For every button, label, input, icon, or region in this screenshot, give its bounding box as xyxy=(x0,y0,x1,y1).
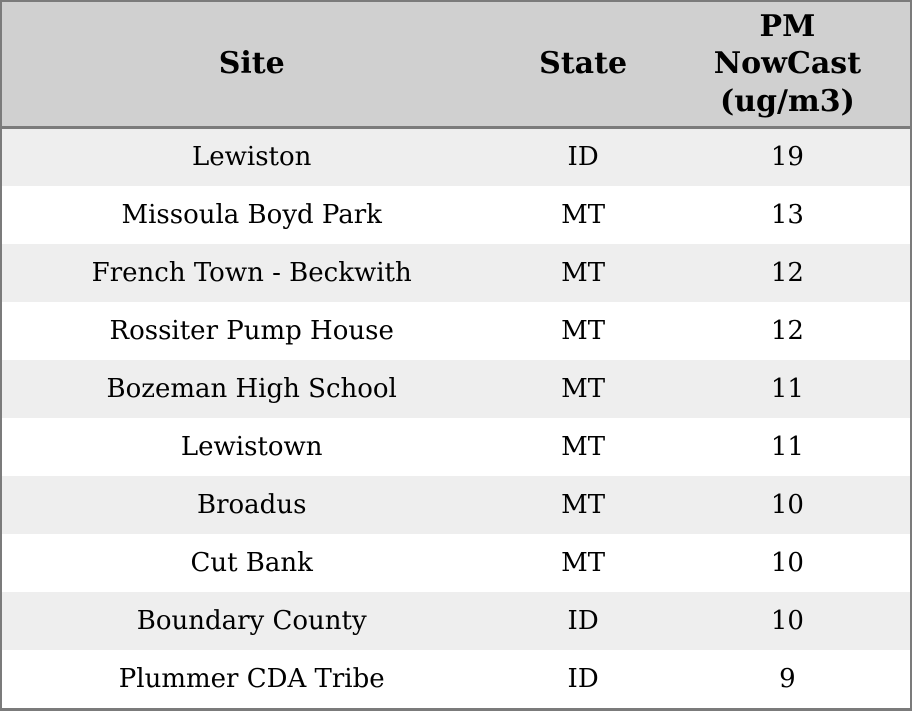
cell-state: MT xyxy=(561,373,606,404)
cell-site: Plummer CDA Tribe xyxy=(118,663,385,694)
cell-pm: 10 xyxy=(770,547,804,578)
column-header-pm-nowcast-label: PM NowCast (ug/m3) xyxy=(713,8,862,119)
cell-pm: 10 xyxy=(770,489,804,520)
cell-state: ID xyxy=(567,605,599,636)
cell-state: MT xyxy=(561,315,606,346)
table-row: Cut Bank MT 10 xyxy=(2,533,910,592)
cell-pm: 11 xyxy=(770,373,804,404)
table-row: Broadus MT 10 xyxy=(2,475,910,534)
table-row: Bozeman High School MT 11 xyxy=(2,359,910,418)
cell-pm: 10 xyxy=(770,605,804,636)
cell-pm: 13 xyxy=(770,199,804,230)
table-row: Plummer CDA Tribe ID 9 xyxy=(2,649,910,708)
cell-state: MT xyxy=(561,431,606,462)
cell-state: MT xyxy=(561,257,606,288)
table-row: Lewiston ID 19 xyxy=(2,127,910,186)
cell-site: Lewiston xyxy=(191,142,312,173)
table-row: Lewistown MT 11 xyxy=(2,417,910,476)
column-header-state: State xyxy=(501,2,665,129)
cell-site: Rossiter Pump House xyxy=(109,315,394,346)
cell-site: Missoula Boyd Park xyxy=(121,199,382,230)
cell-site: Bozeman High School xyxy=(106,373,397,404)
cell-site: Cut Bank xyxy=(190,547,313,578)
column-header-pm-nowcast: PM NowCast (ug/m3) xyxy=(664,2,910,129)
column-header-site: Site xyxy=(2,2,502,129)
table-header: Site State PM NowCast (ug/m3) xyxy=(2,2,910,129)
column-header-state-label: State xyxy=(539,46,628,82)
cell-pm: 19 xyxy=(770,142,804,173)
cell-state: MT xyxy=(561,489,606,520)
cell-pm: 12 xyxy=(770,257,804,288)
cell-state: MT xyxy=(561,199,606,230)
table-row: Boundary County ID 10 xyxy=(2,591,910,650)
cell-site: Broadus xyxy=(196,489,307,520)
table-row: Rossiter Pump House MT 12 xyxy=(2,301,910,360)
cell-site: Lewistown xyxy=(180,431,323,462)
cell-state: ID xyxy=(567,663,599,694)
table-row: Missoula Boyd Park MT 13 xyxy=(2,185,910,244)
table-row: French Town - Beckwith MT 12 xyxy=(2,243,910,302)
cell-pm: 12 xyxy=(770,315,804,346)
cell-site: Boundary County xyxy=(136,605,367,636)
cell-state: ID xyxy=(567,142,599,173)
cell-pm: 9 xyxy=(779,663,796,694)
column-header-site-label: Site xyxy=(218,46,285,82)
cell-pm: 11 xyxy=(770,431,804,462)
cell-state: MT xyxy=(561,547,606,578)
table-body: Lewiston ID 19 Missoula Boyd Park MT 13 … xyxy=(2,127,910,708)
cell-site: French Town - Beckwith xyxy=(91,257,412,288)
header-row: Site State PM NowCast (ug/m3) xyxy=(2,2,910,129)
